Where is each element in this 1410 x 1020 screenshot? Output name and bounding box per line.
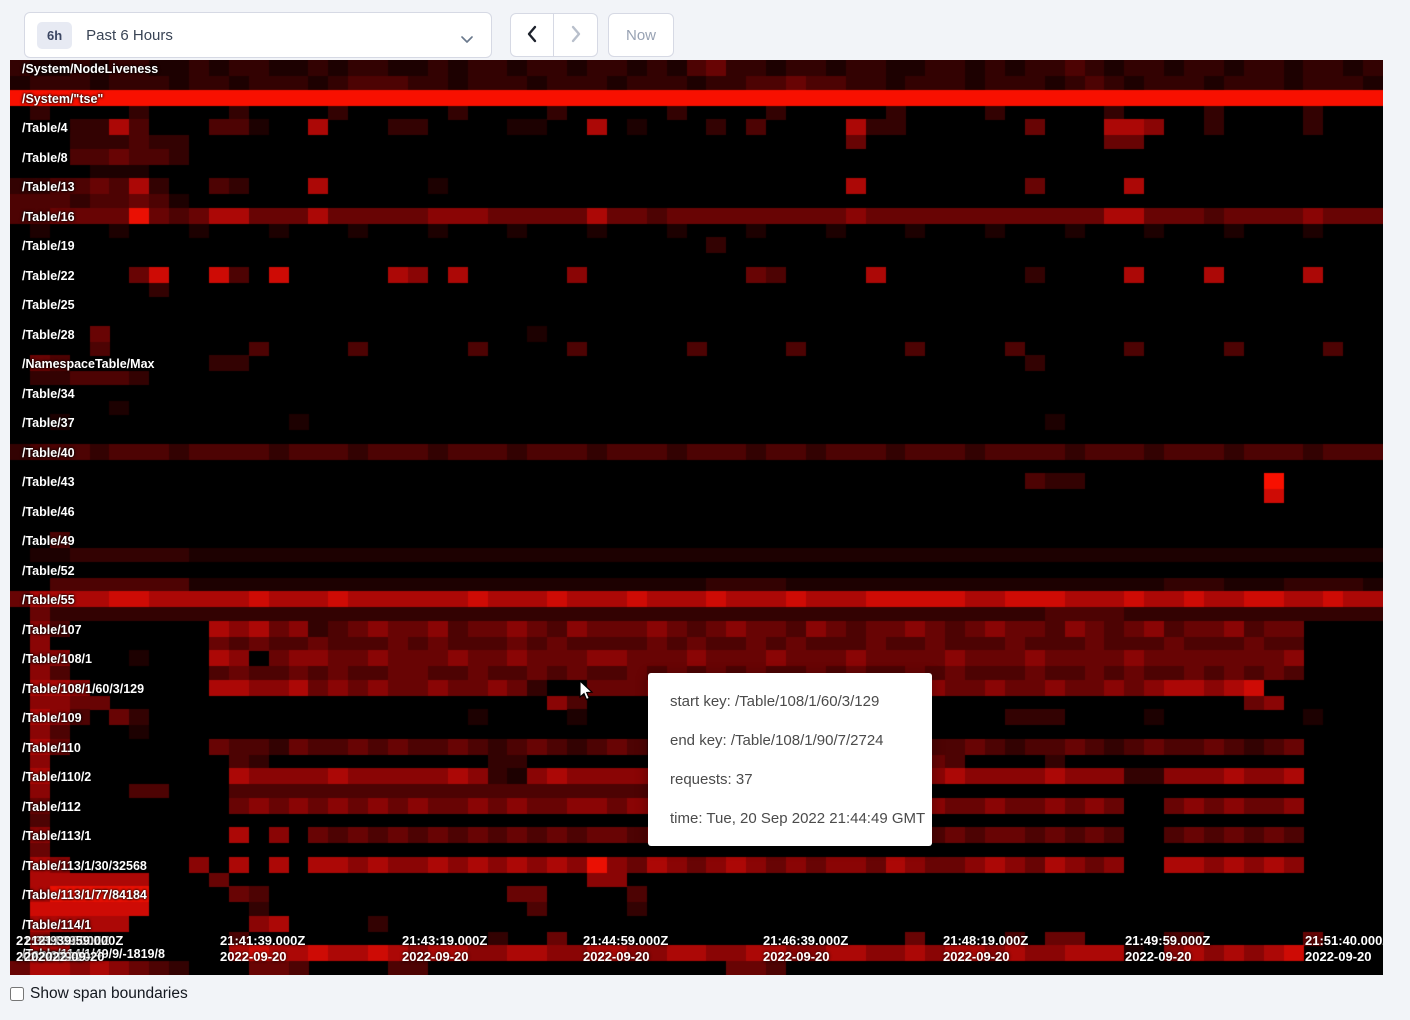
time-nav-group xyxy=(510,13,598,57)
time-range-label: Past 6 Hours xyxy=(86,26,173,44)
hover-tooltip: start key: /Table/108/1/60/3/129 end key… xyxy=(648,673,932,846)
chevron-left-icon xyxy=(527,25,537,46)
tooltip-requests: requests: 37 xyxy=(670,771,753,788)
time-range-dropdown[interactable]: 6h Past 6 Hours xyxy=(24,12,492,58)
key-visualizer: /System/NodeLiveness/System/"tse"/Table/… xyxy=(10,60,1383,975)
toolbar: 6h Past 6 Hours Now xyxy=(0,0,1410,60)
tooltip-start-key: start key: /Table/108/1/60/3/129 xyxy=(670,693,880,710)
chevron-right-icon xyxy=(571,25,581,46)
chevron-down-icon xyxy=(461,31,473,49)
show-span-boundaries-label: Show span boundaries xyxy=(30,985,188,1002)
next-range-button[interactable] xyxy=(554,13,598,57)
now-button[interactable]: Now xyxy=(608,13,674,57)
show-span-boundaries-option: Show span boundaries xyxy=(10,985,188,1003)
show-span-boundaries-checkbox[interactable] xyxy=(10,987,24,1001)
tooltip-time: time: Tue, 20 Sep 2022 21:44:49 GMT xyxy=(670,810,926,827)
time-range-badge: 6h xyxy=(37,21,73,49)
tooltip-end-key: end key: /Table/108/1/90/7/2724 xyxy=(670,732,884,749)
prev-range-button[interactable] xyxy=(510,13,554,57)
